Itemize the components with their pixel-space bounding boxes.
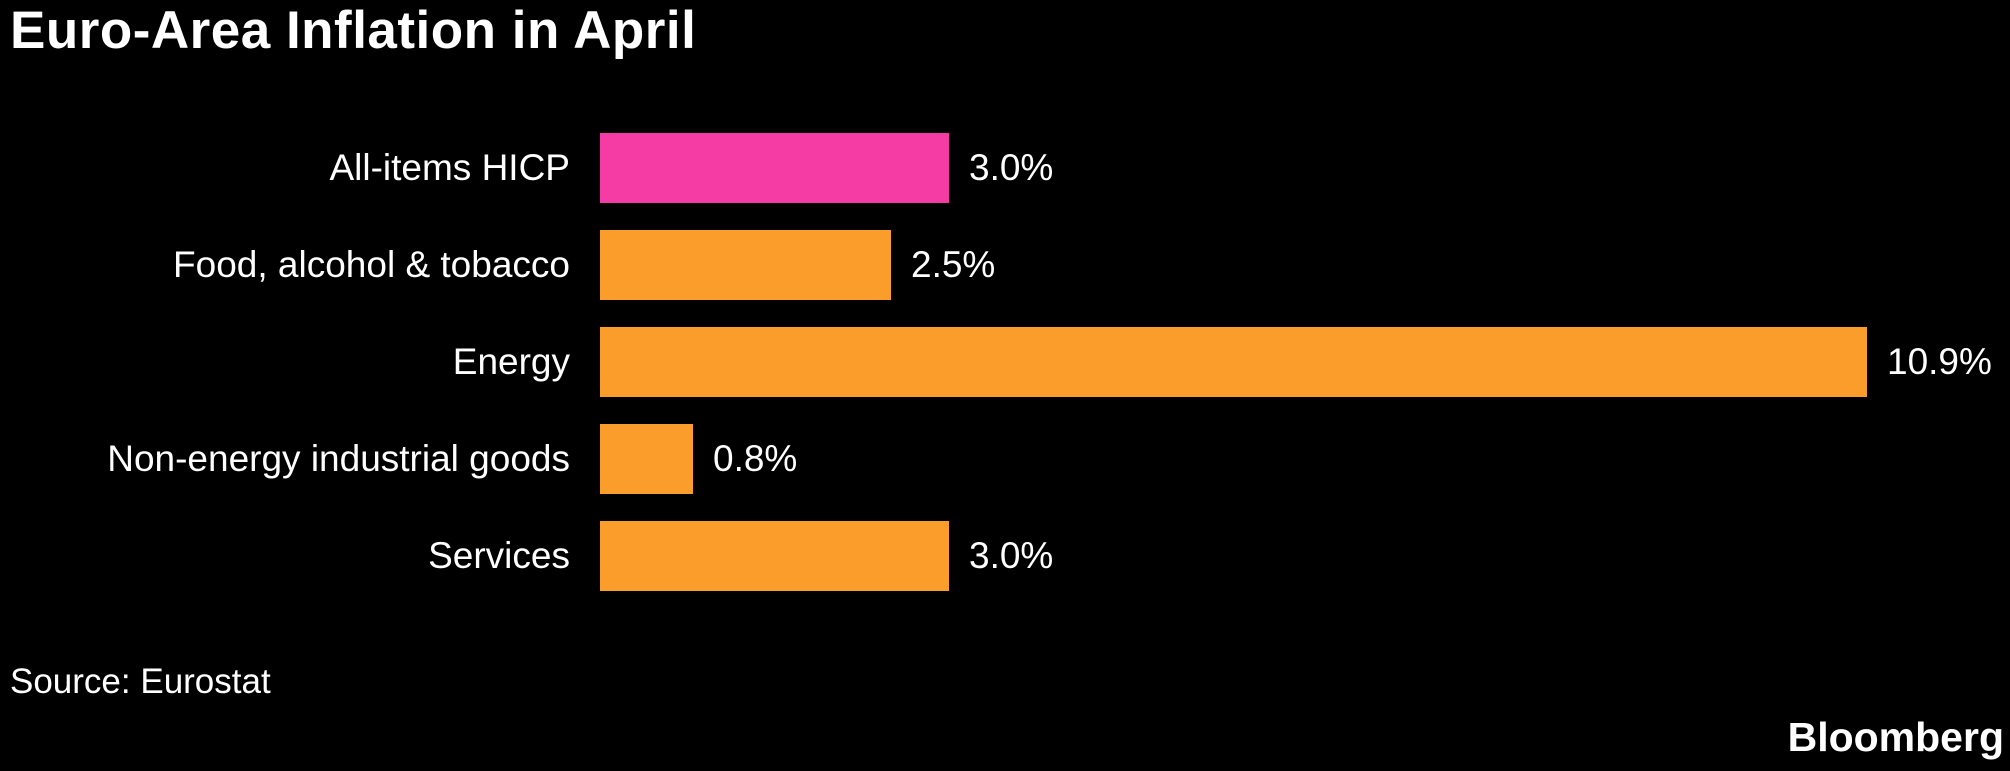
chart-title: Euro-Area Inflation in April [10, 1, 697, 60]
bloomberg-logo: Bloomberg [1787, 714, 2004, 760]
bar-row: Energy 10.9% [0, 327, 2010, 397]
bar-label: Non-energy industrial goods [107, 438, 570, 479]
bar-row: Services 3.0% [0, 521, 2010, 591]
bar-rows-container: All-items HICP 3.0% Food, alcohol & tobacc… [0, 133, 2010, 618]
bar-value-label: 2.5% [911, 244, 996, 285]
bar-row: Food, alcohol & tobacco 2.5% [0, 230, 2010, 300]
bar-row: Non-energy industrial goods 0.8% [0, 424, 2010, 494]
bar [600, 230, 891, 300]
bar-row: All-items HICP 3.0% [0, 133, 2010, 203]
bar [600, 133, 949, 203]
bar [600, 424, 693, 494]
source-note: Source: Eurostat [10, 662, 271, 701]
bar-value-label: 10.9% [1887, 341, 1992, 382]
bar-value-label: 0.8% [713, 438, 798, 479]
bar [600, 327, 1867, 397]
bar [600, 521, 949, 591]
bar-label: Energy [452, 341, 570, 382]
bar-label: Food, alcohol & tobacco [173, 244, 570, 285]
bar-label: Services [428, 535, 570, 576]
bar-value-label: 3.0% [969, 535, 1054, 576]
bar-value-label: 3.0% [969, 147, 1054, 188]
bar-label: All-items HICP [329, 147, 570, 188]
